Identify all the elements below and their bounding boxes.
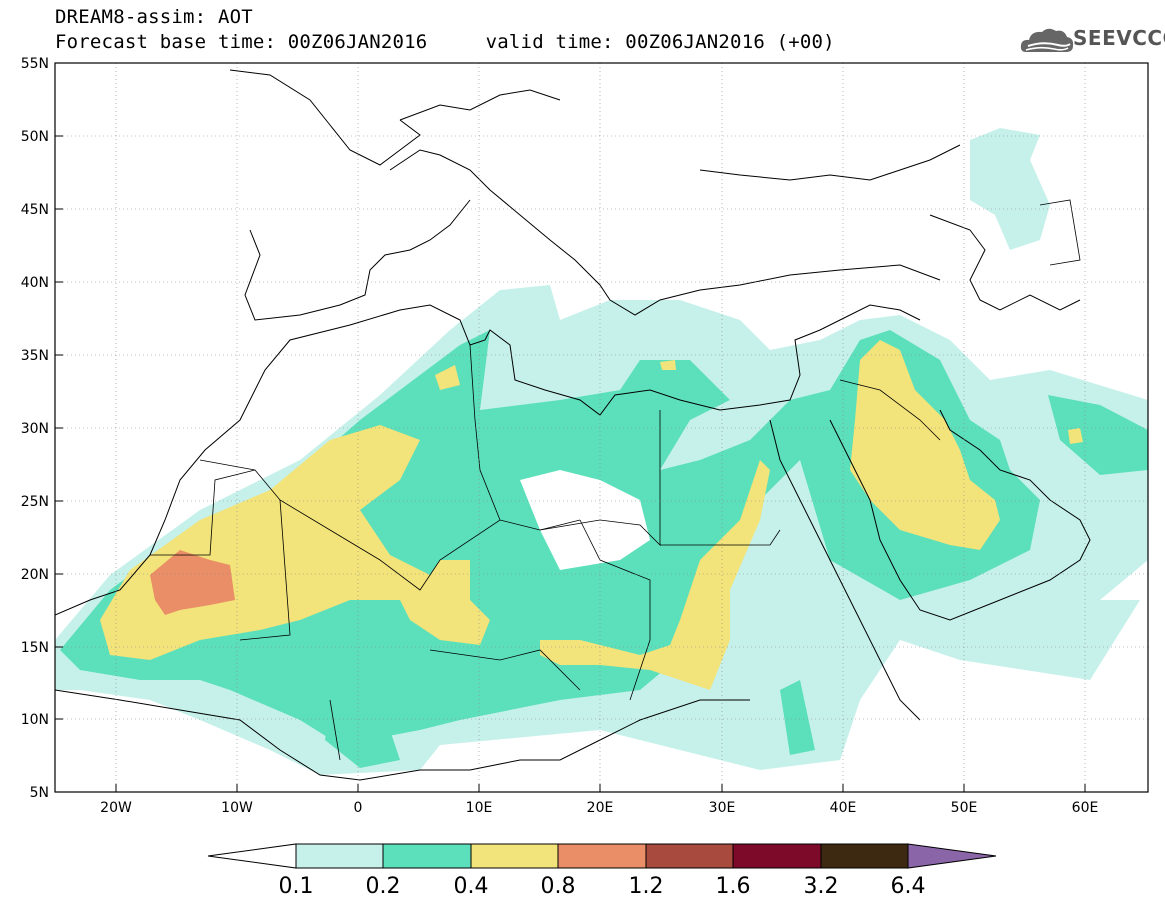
colorbar-lower-arrow [207,843,297,869]
colorbar-label: 0.8 [541,874,576,899]
map-title: DREAM8-assim: AOT [55,6,253,28]
colorbar-swatch [645,843,734,869]
colorbar-swatch [557,843,647,869]
colorbar-upper-arrow [907,843,997,869]
lon-label: 20W [100,800,132,816]
lat-label: 15N [21,640,49,656]
colorbar-swatch [470,843,559,869]
colorbar-label: 3.2 [804,874,839,899]
lon-label: 0 [354,800,363,816]
colorbar-labels: 0.1 0.2 0.4 0.8 1.2 1.6 3.2 6.4 [279,874,926,899]
colorbar-label: 0.2 [366,874,401,899]
colorbar-swatch [295,843,384,869]
grid-lines [55,63,1148,792]
cloud-logo-icon [1020,28,1074,52]
lat-label: 25N [21,494,49,510]
colorbar-swatch [820,843,909,869]
lat-label: 10N [21,712,49,728]
lon-label: 40E [830,800,857,816]
lon-label: 50E [951,800,978,816]
lon-label: 10E [466,800,493,816]
longitude-labels: 20W 10W 0 10E 20E 30E 40E 50E 60E [100,800,1098,816]
colorbar-label: 1.2 [629,874,664,899]
aot-level-0.8 [150,550,235,615]
colorbar [207,843,997,869]
lon-label: 30E [709,800,736,816]
forecast-time-line: Forecast base time: 00Z06JAN2016 valid t… [55,31,835,53]
country-borders [150,199,1081,761]
aot-level-0.2 [60,330,1148,768]
lon-label: 10W [221,800,253,816]
logo-text: SEEVCCC [1073,26,1165,50]
latitude-labels: 55N 50N 45N 40N 35N 30N 25N 20N 15N 10N … [21,56,49,801]
lat-label: 35N [21,348,49,364]
colorbar-swatch [732,843,822,869]
lat-label: 30N [21,421,49,437]
colorbar-label: 1.6 [716,874,751,899]
lat-label: 45N [21,202,49,218]
aot-field [55,128,1148,775]
lat-label: 5N [30,785,49,801]
lat-label: 50N [21,129,49,145]
lon-label: 60E [1072,800,1099,816]
colorbar-swatch [382,843,472,869]
colorbar-label: 0.1 [279,874,314,899]
colorbar-label: 0.4 [454,874,489,899]
lat-label: 20N [21,567,49,583]
coastlines [55,69,1091,781]
tick-marks [55,135,1086,792]
colorbar-label: 6.4 [891,874,926,899]
lat-label: 40N [21,275,49,291]
lon-label: 20E [587,800,614,816]
lat-label: 55N [21,56,49,72]
